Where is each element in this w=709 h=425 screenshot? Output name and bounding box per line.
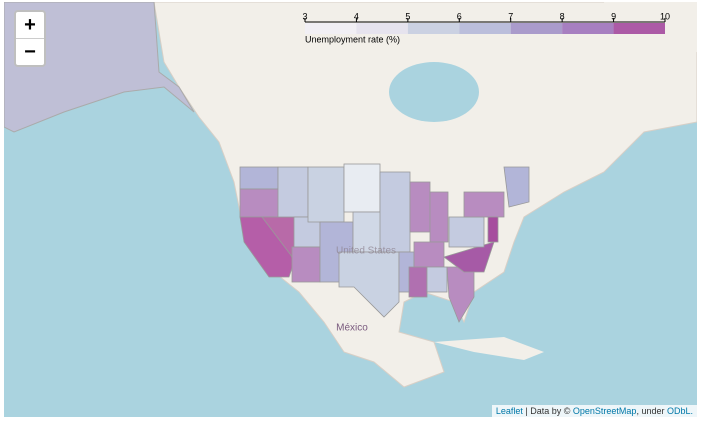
legend-swatch <box>613 23 665 34</box>
states <box>239 163 530 323</box>
legend-swatch <box>510 23 563 34</box>
zoom-in-button[interactable]: + <box>24 14 36 36</box>
legend-swatch <box>305 23 357 34</box>
legend-swatch <box>459 23 511 34</box>
legend-tick-label: 10 <box>660 11 670 21</box>
country-label: United States <box>336 246 396 257</box>
map: United States México 3 4 5 6 7 8 9 10 Unemployment… <box>4 2 697 417</box>
legend-tick-label: 6 <box>457 11 462 21</box>
legend-tick-label: 5 <box>405 11 410 21</box>
legend-title: Unemployment rate (%) <box>305 34 400 44</box>
leaflet-link[interactable]: Leaflet <box>495 406 523 416</box>
zoom-out-button[interactable]: − <box>16 38 44 65</box>
legend-tick-label: 3 <box>302 11 307 21</box>
legend-swatch <box>562 23 614 34</box>
attribution-text: | Data by © <box>525 406 571 416</box>
legend-tick-label: 8 <box>560 11 565 21</box>
legend-tick-label: 9 <box>611 11 616 21</box>
legend-swatch <box>356 23 408 34</box>
bay <box>389 62 479 122</box>
map-layer: United States México 3 4 5 6 7 8 9 10 Unemployment… <box>4 2 697 388</box>
attribution: Leaflet | Data by © OpenStreetMap, under… <box>491 405 697 417</box>
attribution-text: , under <box>636 406 665 416</box>
legend-swatch <box>407 23 460 34</box>
osm-link[interactable]: OpenStreetMap <box>572 406 637 416</box>
odbl-link[interactable]: ODbL. <box>666 406 693 416</box>
alaska <box>4 2 195 133</box>
legend-tick-label: 4 <box>354 11 359 21</box>
country-label: México <box>336 323 368 334</box>
land <box>434 337 544 360</box>
legend-tick-label: 7 <box>508 11 513 21</box>
zoom-control: + − <box>14 10 46 67</box>
